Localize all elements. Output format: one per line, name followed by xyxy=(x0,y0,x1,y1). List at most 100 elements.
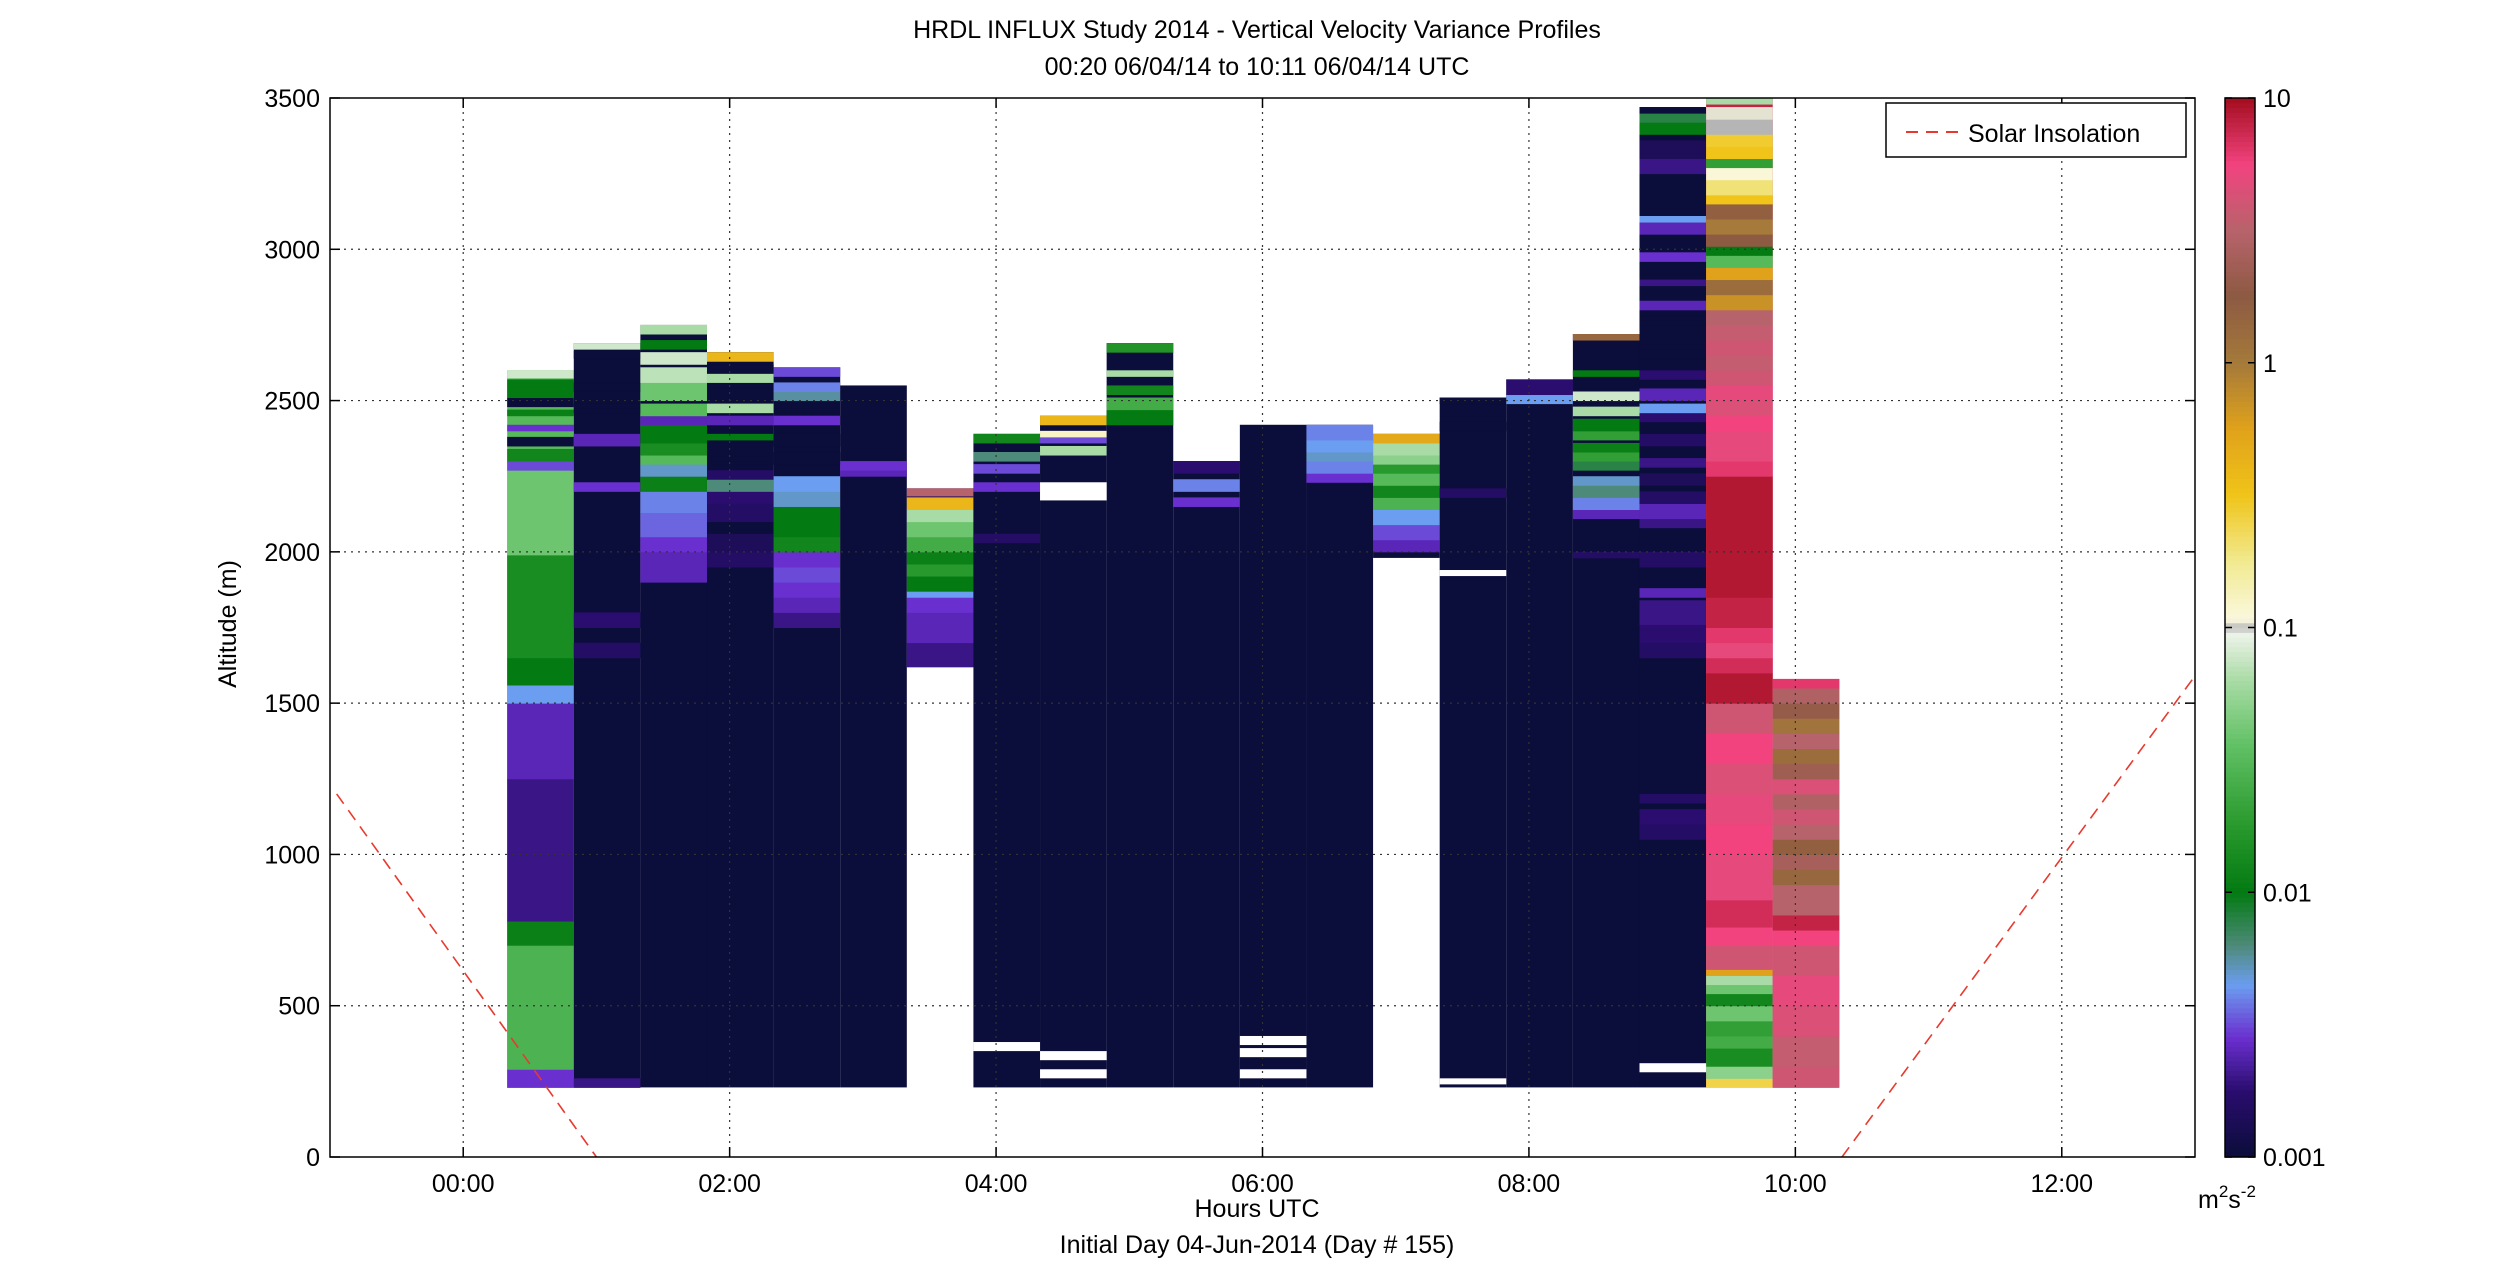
colorbar-swatch xyxy=(2225,906,2255,913)
heatmap-gap xyxy=(1040,1051,1107,1061)
heatmap-cell xyxy=(1639,403,1707,414)
colorbar-swatch xyxy=(2225,613,2255,619)
heatmap-gap xyxy=(1239,1048,1307,1058)
colorbar-tick-label: 10 xyxy=(2263,85,2291,113)
colorbar-swatch xyxy=(2225,993,2255,999)
heatmap-cell xyxy=(1639,122,1707,135)
heatmap-cell xyxy=(640,455,707,465)
colorbar-swatch xyxy=(2225,752,2255,759)
heatmap-cell xyxy=(507,554,574,659)
x-tick-label: 08:00 xyxy=(1498,1170,1561,1198)
heatmap-cell xyxy=(1772,718,1840,734)
colorbar-swatch xyxy=(2225,309,2255,316)
colorbar-swatch xyxy=(2225,1137,2255,1144)
colorbar-swatch xyxy=(2225,1152,2255,1158)
colorbar-swatch xyxy=(2225,815,2255,821)
x-tick-label: 10:00 xyxy=(1764,1170,1827,1198)
heatmap-cell xyxy=(1706,167,1773,181)
colorbar-swatch xyxy=(2225,285,2255,292)
colorbar-swatch xyxy=(2225,897,2255,903)
heatmap-cell xyxy=(973,464,1041,474)
y-tick-label: 3000 xyxy=(264,236,320,264)
heatmap-cell xyxy=(507,470,574,556)
colorbar-swatch xyxy=(2225,637,2255,643)
heatmap-cell xyxy=(1639,588,1707,598)
heatmap-cell xyxy=(973,482,1041,492)
colorbar-swatch xyxy=(2225,550,2255,556)
heatmap-cell xyxy=(973,533,1041,544)
colorbar-swatch xyxy=(2225,820,2255,826)
heatmap-cell xyxy=(1706,969,1773,976)
heatmap-cell xyxy=(640,415,707,426)
heatmap-cell xyxy=(1772,733,1840,750)
heatmap-cell xyxy=(1572,476,1640,486)
heatmap-cell xyxy=(1772,1035,1840,1067)
colorbar-swatch xyxy=(2225,439,2255,446)
heatmap-cell xyxy=(573,350,641,359)
colorbar-swatch xyxy=(2225,1065,2255,1071)
heatmap-cell xyxy=(1706,234,1773,247)
colorbar-swatch xyxy=(2225,179,2255,186)
colorbar-swatch xyxy=(2225,117,2255,123)
colorbar-swatch xyxy=(2225,290,2255,296)
colorbar-swatch xyxy=(2225,175,2255,181)
colorbar-swatch xyxy=(2225,295,2255,301)
heatmap-cell xyxy=(1772,703,1840,719)
colorbar-swatch xyxy=(2225,382,2255,388)
heatmap-cell xyxy=(1706,294,1773,311)
colorbar-swatch xyxy=(2225,170,2255,176)
colorbar-swatch xyxy=(2225,333,2255,340)
heatmap-cell xyxy=(773,391,841,402)
colorbar-swatch xyxy=(2225,511,2255,518)
heatmap-cell xyxy=(1772,884,1840,916)
heatmap-cell xyxy=(1706,267,1773,281)
heatmap-cell xyxy=(1639,140,1707,160)
heatmap-cell xyxy=(1706,657,1773,674)
colorbar-swatch xyxy=(2225,160,2255,166)
colorbar-swatch xyxy=(2225,199,2255,205)
heatmap-cell xyxy=(773,536,841,553)
heatmap-cell xyxy=(706,388,774,402)
heatmap-cell xyxy=(1572,509,1640,520)
heatmap-cell xyxy=(706,533,774,553)
colorbar-swatch xyxy=(2225,1108,2255,1115)
heatmap-cell xyxy=(1772,1005,1840,1037)
plot-area: 00:00 02:00 04:00 06:00 08:00 10:00 12:00 0 500 1… xyxy=(264,85,2196,1198)
heatmap-cell xyxy=(1439,397,1507,1088)
heatmap-cell xyxy=(1306,424,1374,1088)
colorbar-swatch xyxy=(2225,329,2255,335)
y-axis-label: Altitude (m) xyxy=(214,560,242,688)
heatmap-cell xyxy=(1706,945,1773,970)
heatmap-cell xyxy=(1639,793,1707,804)
heatmap-cell xyxy=(1373,539,1440,553)
colorbar-swatch xyxy=(2225,699,2255,706)
colorbar-swatch xyxy=(2225,247,2255,253)
chart-subtitle: 00:20 06/04/14 to 10:11 06/04/14 UTC xyxy=(1045,53,1470,81)
colorbar-swatch xyxy=(2225,1070,2255,1076)
heatmap-cell xyxy=(640,536,707,553)
heatmap-cell xyxy=(1772,854,1840,871)
heatmap-cell xyxy=(1706,255,1773,268)
heatmap-cell xyxy=(773,566,841,583)
colorbar-swatch xyxy=(2225,107,2255,114)
colorbar-swatch xyxy=(2225,1012,2255,1019)
heatmap-cell xyxy=(840,470,907,477)
colorbar-swatch xyxy=(2225,280,2255,287)
colorbar-swatch xyxy=(2225,632,2255,638)
heatmap-cell xyxy=(573,612,641,628)
heatmap-cell xyxy=(1572,497,1640,510)
profile-column xyxy=(773,367,841,1088)
heatmap-cell xyxy=(1639,503,1707,520)
colorbar-swatch xyxy=(2225,1118,2255,1124)
heatmap-cell xyxy=(906,509,974,523)
heatmap-cell xyxy=(1572,406,1640,417)
heatmap-cell xyxy=(1706,385,1773,402)
colorbar-swatch xyxy=(2225,978,2255,985)
colorbar-swatch xyxy=(2225,155,2255,162)
colorbar-swatch xyxy=(2225,304,2255,311)
colorbar-swatch xyxy=(2225,925,2255,932)
heatmap-cell xyxy=(1706,733,1773,765)
solar-insolation-line xyxy=(336,793,598,1158)
heatmap-cell xyxy=(706,403,774,414)
colorbar-swatch xyxy=(2225,521,2255,528)
